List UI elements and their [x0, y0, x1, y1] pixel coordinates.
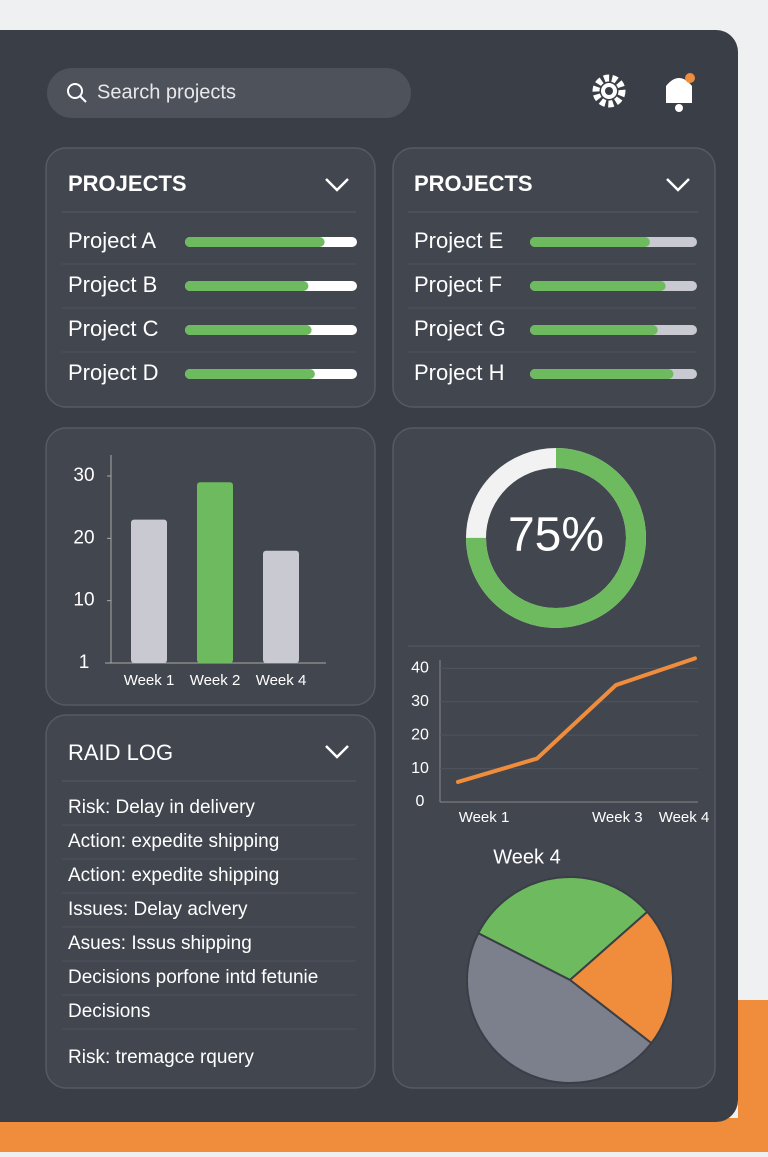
bar [263, 550, 299, 663]
project-name: Project G [414, 316, 506, 341]
raid-entry: Risk: tremagce rquery [68, 1047, 254, 1068]
chart-title: Week 4 [493, 846, 560, 868]
chevron[interactable] [325, 745, 349, 759]
search-icon [67, 83, 83, 99]
donut-label: 75% [508, 509, 604, 562]
card-title: PROJECTS [414, 171, 533, 196]
search-icon [79, 95, 87, 103]
x-tick-label: Week 4 [256, 672, 307, 689]
project-name: Project F [414, 272, 502, 297]
y-tick-label: 30 [411, 693, 429, 710]
raid-entry: Decisions [68, 1001, 150, 1022]
x-tick-label: Week 1 [459, 809, 510, 826]
pie-slice [568, 910, 674, 1045]
raid-entry: Risk: Delay in delivery [68, 797, 255, 818]
y-tick-label: 0 [416, 793, 425, 810]
project-name: Project D [68, 360, 158, 385]
raid-entry: Decisions porfone intd fetunie [68, 967, 318, 988]
notification-dot [685, 73, 695, 83]
raid-entry: Action: expedite shipping [68, 865, 279, 886]
project-name: Project A [68, 228, 156, 253]
search-placeholder: Search projects [97, 81, 236, 103]
raid-entry: Action: expedite shipping [68, 831, 279, 852]
y-tick-label: 10 [73, 590, 94, 611]
pie-slice [466, 931, 653, 1084]
card [45, 147, 376, 408]
chevron[interactable] [666, 178, 690, 192]
chevron[interactable] [325, 178, 349, 192]
x-tick-label: Week 3 [592, 809, 643, 826]
y-tick-label: 40 [411, 660, 429, 677]
project-name: Project C [68, 316, 159, 341]
x-tick-label: Week 2 [190, 672, 241, 689]
bar [197, 482, 233, 663]
line [456, 656, 697, 784]
project-name: Project E [414, 228, 503, 253]
raid-entry: Issues: Delay aclvery [68, 899, 248, 920]
project-name: Project B [68, 272, 157, 297]
y-tick-label: 30 [73, 465, 94, 486]
settings-icon [605, 87, 613, 95]
project-name: Project H [414, 360, 504, 385]
settings-icon[interactable] [592, 74, 626, 108]
card-title: RAID LOG [68, 740, 173, 765]
accent [0, 1118, 768, 1152]
y-tick-label: 20 [73, 527, 94, 548]
donut-value [466, 448, 646, 628]
bell-icon [675, 104, 683, 112]
bell-icon[interactable] [666, 78, 692, 103]
y-tick-label: 10 [411, 760, 429, 777]
search-box[interactable] [47, 68, 411, 118]
card [392, 147, 716, 408]
bar [131, 519, 167, 663]
y-tick-label: 20 [411, 726, 429, 743]
x-tick-label: Week 4 [659, 809, 710, 826]
card-title: PROJECTS [68, 171, 187, 196]
x-tick-label: Week 1 [124, 672, 175, 689]
raid-entry: Asues: Issus shipping [68, 933, 252, 954]
y-tick-label: 1 [79, 652, 90, 673]
